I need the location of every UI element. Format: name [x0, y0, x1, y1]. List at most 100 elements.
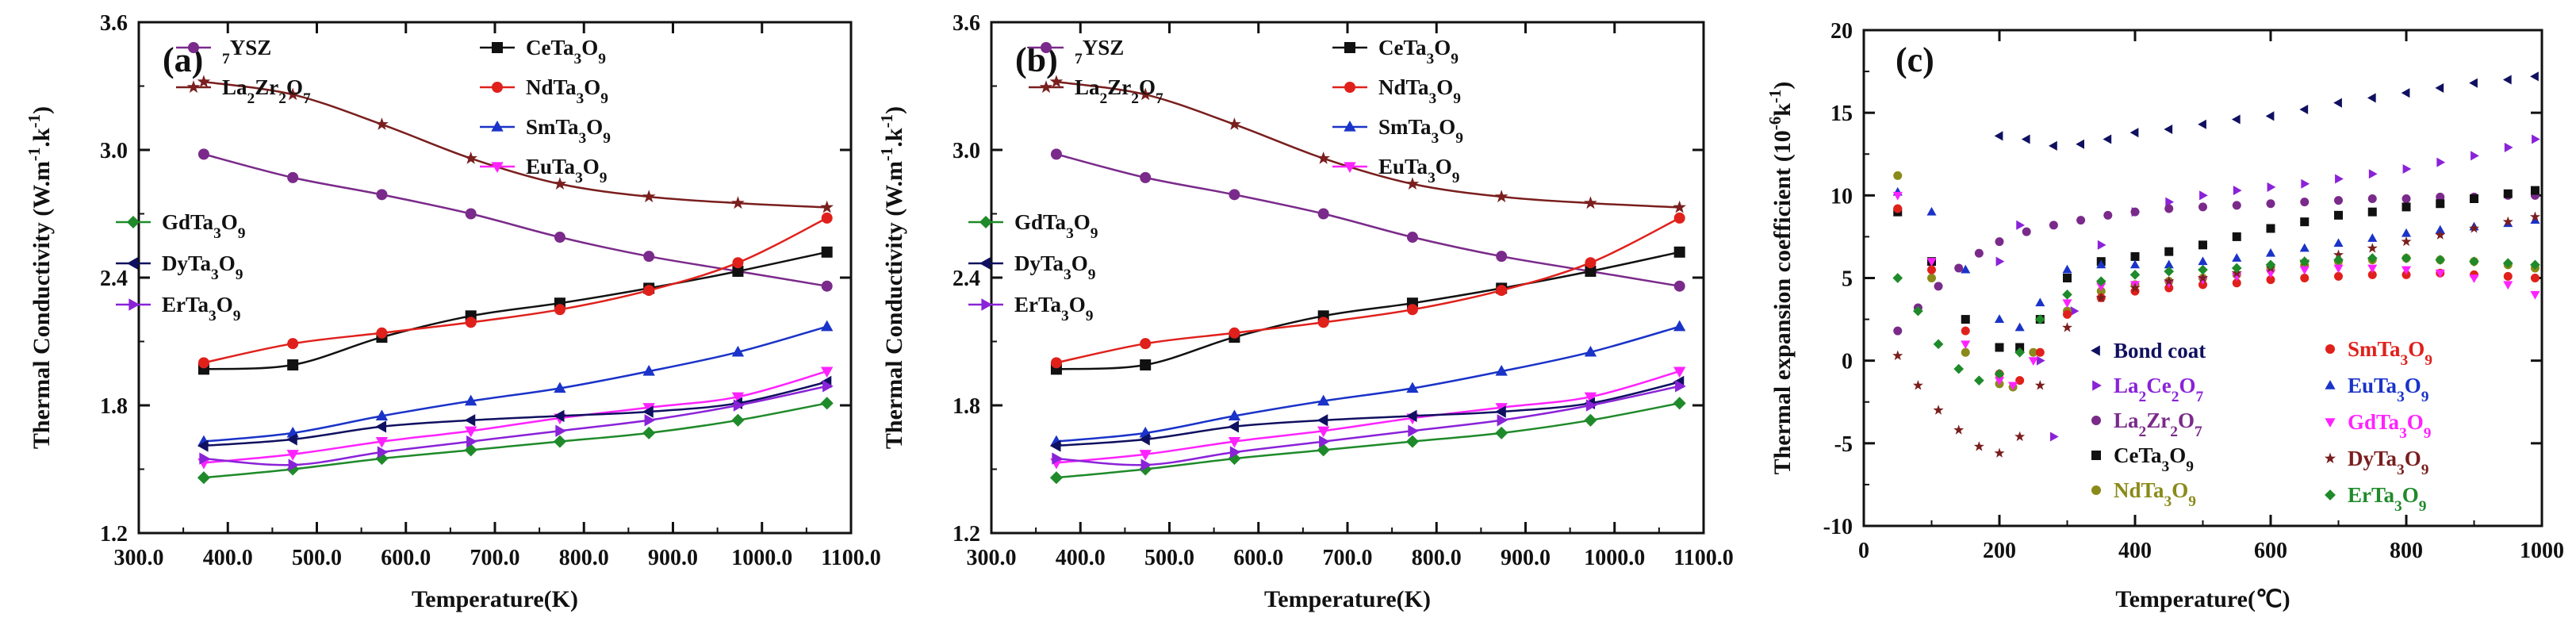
data-point — [2300, 198, 2310, 207]
legend-marker — [491, 162, 504, 174]
data-point — [2368, 169, 2378, 179]
legend-label-part: O — [1439, 115, 1455, 139]
data-point — [731, 345, 745, 357]
data-point — [375, 117, 389, 130]
data-point — [2164, 266, 2175, 277]
legend-marker — [1344, 120, 1356, 132]
data-point — [2299, 266, 2310, 275]
data-point — [2502, 258, 2513, 269]
legend-entry: NdTa3O9 — [480, 75, 608, 107]
legend-label-part: La — [1075, 75, 1100, 99]
y-tick-label: -5 — [1834, 432, 1853, 457]
x-tick-label: 500.0 — [292, 546, 342, 570]
data-point — [2471, 151, 2479, 161]
legend-label-part: 3 — [1066, 225, 1074, 242]
x-tick-label: 600.0 — [1233, 546, 1283, 570]
legend-label-part: DyTa — [1014, 251, 1064, 275]
data-point — [2014, 431, 2026, 442]
data-point — [732, 257, 744, 269]
data-point — [2300, 217, 2310, 227]
y-tick-label: 1.8 — [100, 394, 128, 419]
series-line — [203, 385, 827, 466]
ylabel-part: ) — [881, 106, 907, 114]
legend-label-part: ErTa — [2348, 483, 2395, 507]
series-NdTa3O9 — [1050, 212, 1685, 369]
series-line — [1056, 402, 1680, 479]
data-point — [286, 433, 297, 446]
data-point — [1049, 439, 1061, 452]
legend-entry: CeTa3O9 — [2091, 443, 2194, 475]
data-point — [2401, 228, 2412, 237]
series-ErTa3O9 — [199, 380, 834, 471]
legend-label: La2Zr2O7 — [2114, 409, 2202, 440]
data-point — [2265, 269, 2276, 278]
data-point — [1994, 369, 2005, 379]
legend-marker — [2092, 380, 2102, 391]
legend-label-part: 9 — [1451, 51, 1459, 67]
legend-label-part: 3 — [1064, 267, 1071, 283]
data-point — [1405, 409, 1417, 423]
data-point — [1584, 345, 1597, 357]
legend-marker — [491, 120, 504, 132]
legend-label-part: La — [2114, 409, 2139, 432]
legend-label-part: GdTa — [162, 210, 214, 234]
data-point — [1954, 263, 1964, 273]
legend-label-part: 2 — [2139, 424, 2147, 440]
legend-marker — [2091, 416, 2101, 425]
x-tick-label: 900.0 — [648, 546, 698, 570]
x-tick-label: 500.0 — [1144, 546, 1194, 570]
data-point — [2232, 232, 2241, 241]
legend-marker — [1344, 42, 1355, 53]
data-point — [1494, 190, 1508, 203]
data-point — [376, 189, 388, 201]
ylabel-part: -1 — [1765, 90, 1784, 104]
data-point — [1140, 338, 1152, 350]
legend-label-part: 3 — [2397, 389, 2405, 405]
legend-label-part: 3 — [1061, 308, 1069, 324]
legend-entry: DyTa3O9 — [2324, 447, 2429, 478]
x-tick-label: 200 — [1983, 539, 2016, 563]
series-DyTa3O9 — [1892, 211, 2540, 458]
data-point — [1229, 446, 1241, 458]
data-point — [2164, 124, 2173, 135]
legend-label-part: 9 — [1088, 267, 1096, 283]
data-point — [1675, 380, 1686, 393]
legend-entry: ErTa3O9 — [2325, 483, 2427, 515]
data-point — [2164, 275, 2175, 286]
legend-entry: EuTa3O9 — [2325, 374, 2429, 405]
legend-label: DyTa3O9 — [2348, 447, 2429, 478]
data-point — [732, 265, 744, 277]
data-point — [286, 450, 299, 461]
legend-entry: DyTa3O9 — [968, 251, 1096, 283]
data-point — [197, 471, 210, 485]
data-point — [197, 148, 209, 160]
legend-label: EuTa3O9 — [1378, 155, 1460, 186]
series-DyTa3O9 — [1049, 375, 1685, 452]
data-point — [731, 392, 745, 404]
legend-label-part: 7 — [2195, 424, 2202, 440]
data-point — [1995, 237, 2004, 247]
data-point — [1138, 87, 1152, 101]
legend-label-part: La — [222, 75, 247, 99]
x-tick-label: 400 — [2118, 539, 2152, 563]
data-point — [2503, 189, 2513, 198]
legend-label-part: CeTa — [2114, 443, 2162, 467]
data-point — [2076, 216, 2086, 225]
legend-label: CeTa3O9 — [1378, 36, 1459, 67]
data-point — [2022, 227, 2031, 236]
legend-entry: GdTa3O9 — [116, 210, 246, 242]
y-tick-label: 15 — [1830, 102, 1853, 126]
data-point — [2530, 215, 2540, 224]
data-point — [820, 366, 834, 378]
legend-entry: GdTa3O9 — [968, 210, 1098, 242]
legend-label-part: O — [1436, 155, 1452, 178]
legend-label-part: 3 — [2397, 462, 2405, 478]
x-tick-label: 0 — [1858, 539, 1869, 563]
legend-label-part: 7 — [1156, 90, 1163, 107]
data-point — [1994, 447, 2005, 458]
ylabel-part: -1 — [877, 148, 896, 162]
data-point — [553, 435, 566, 448]
data-point — [644, 414, 656, 427]
series-EuTa3O9 — [1892, 186, 2540, 332]
y-tick-label: 1.8 — [953, 394, 980, 419]
